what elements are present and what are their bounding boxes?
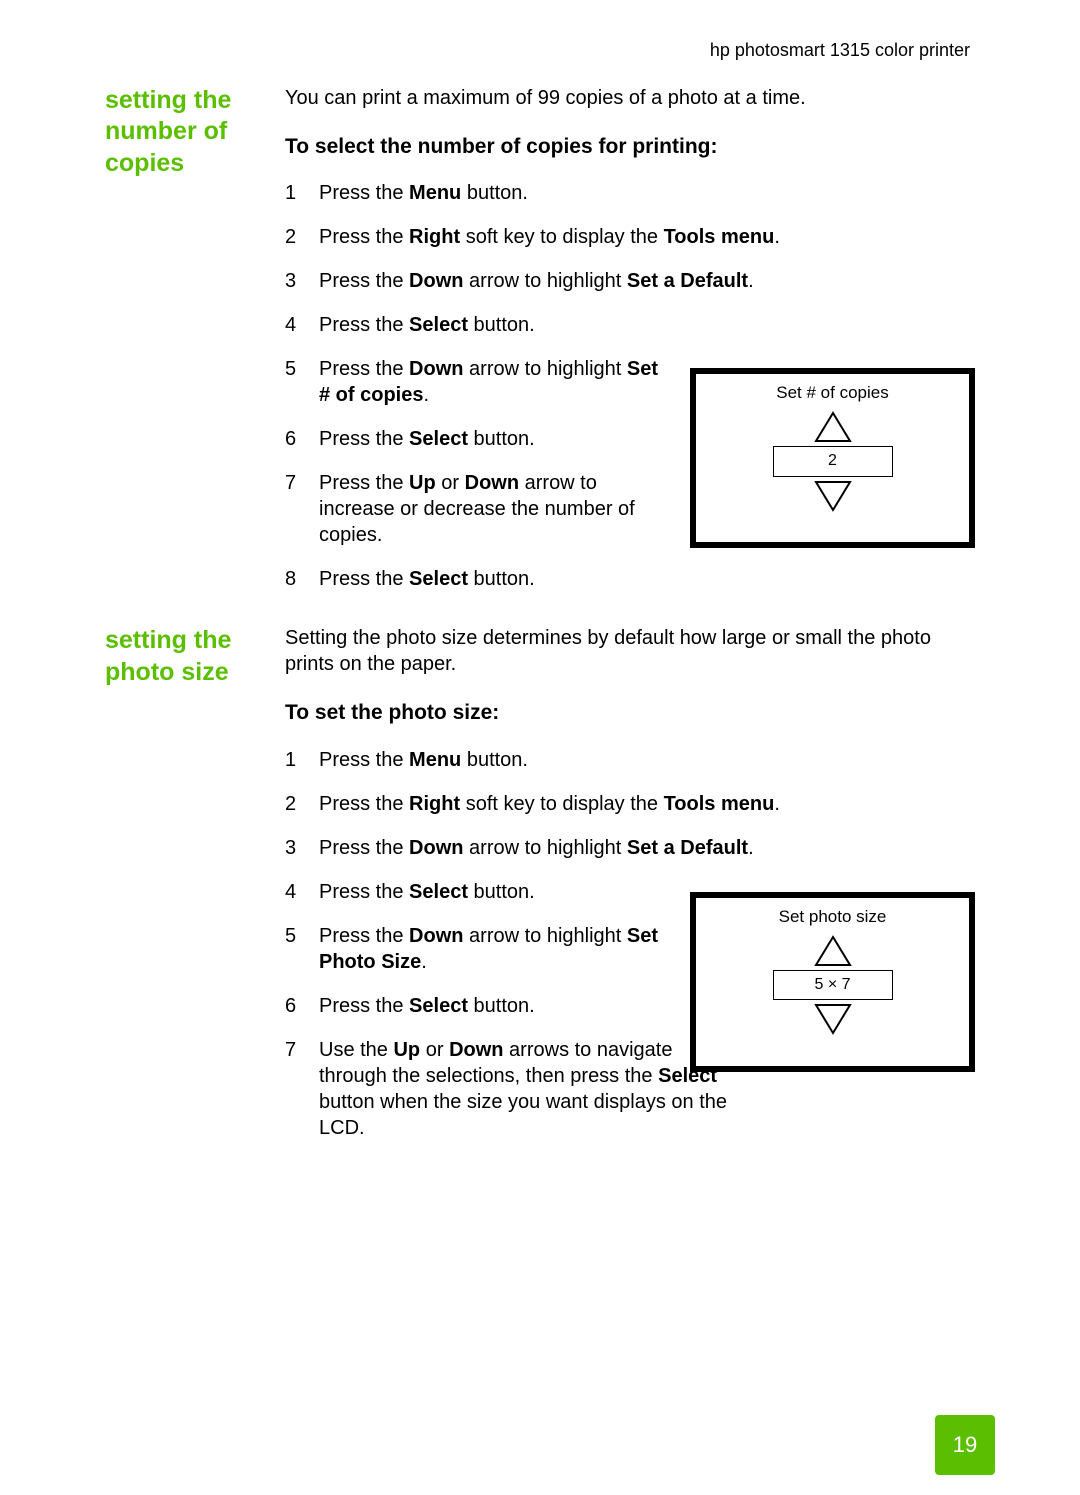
step-text: Press the Menu button. (319, 747, 975, 773)
step-number: 2 (285, 791, 319, 817)
lcd-title: Set # of copies (696, 382, 969, 404)
lcd-screen-size: Set photo size 5 × 7 (690, 892, 975, 1072)
subhead: To set the photo size: (285, 699, 975, 726)
steps-list: 1 Press the Menu button. 2 Press the Rig… (285, 747, 975, 1141)
step-text: Press the Menu button. (319, 180, 975, 206)
section-body: You can print a maximum of 99 copies of … (285, 85, 975, 610)
title-line: setting the (105, 86, 231, 114)
step-number: 4 (285, 879, 319, 905)
header-product-name: hp photosmart 1315 color printer (710, 40, 970, 61)
step-number: 7 (285, 1037, 319, 1141)
step-number: 1 (285, 180, 319, 206)
step-number: 1 (285, 747, 319, 773)
step-text: Press the Select button. (319, 566, 975, 592)
step-number: 3 (285, 835, 319, 861)
lcd-value: 5 × 7 (773, 970, 893, 1001)
step-item: 2 Press the Right soft key to display th… (285, 791, 975, 817)
page-content: setting the number of copies You can pri… (105, 85, 975, 1174)
triangle-up-icon (813, 410, 853, 444)
triangle-up-icon (813, 934, 853, 968)
page-number-badge: 19 (935, 1415, 995, 1475)
section-title-copies: setting the number of copies (105, 85, 285, 610)
section-photo-size: setting the photo size Setting the photo… (105, 625, 975, 1158)
step-text: Press the Select button. (319, 426, 669, 452)
step-number: 2 (285, 224, 319, 250)
step-number: 6 (285, 426, 319, 452)
step-text: Press the Right soft key to display the … (319, 791, 975, 817)
step-item: 3 Press the Down arrow to highlight Set … (285, 835, 975, 861)
steps-list: 1 Press the Menu button. 2 Press the Rig… (285, 180, 975, 592)
step-item: 3 Press the Down arrow to highlight Set … (285, 268, 975, 294)
title-line: photo size (105, 658, 229, 686)
step-number: 7 (285, 470, 319, 548)
triangle-down-icon (813, 479, 853, 513)
title-line: setting the (105, 626, 231, 654)
step-item: 2 Press the Right soft key to display th… (285, 224, 975, 250)
step-number: 5 (285, 356, 319, 408)
step-text: Press the Down arrow to highlight Set a … (319, 835, 975, 861)
step-text: Press the Select button. (319, 879, 669, 905)
step-item: 1 Press the Menu button. (285, 747, 975, 773)
step-text: Press the Right soft key to display the … (319, 224, 975, 250)
lcd-value: 2 (773, 446, 893, 477)
title-line: copies (105, 149, 184, 177)
step-text: Use the Up or Down arrows to navigate th… (319, 1037, 739, 1141)
step-item: 4 Press the Select button. (285, 312, 975, 338)
section-title-photo-size: setting the photo size (105, 625, 285, 1158)
step-text: Press the Down arrow to highlight Set a … (319, 268, 975, 294)
step-number: 4 (285, 312, 319, 338)
step-number: 5 (285, 923, 319, 975)
step-text: Press the Select button. (319, 993, 669, 1019)
step-text: Press the Down arrow to highlight Set # … (319, 356, 669, 408)
section-body: Setting the photo size determines by def… (285, 625, 975, 1158)
intro-text: You can print a maximum of 99 copies of … (285, 85, 975, 111)
section-copies: setting the number of copies You can pri… (105, 85, 975, 610)
step-text: Press the Up or Down arrow to increase o… (319, 470, 669, 548)
triangle-down-icon (813, 1002, 853, 1036)
title-line: number of (105, 117, 227, 145)
step-text: Press the Down arrow to highlight Set Ph… (319, 923, 669, 975)
lcd-title: Set photo size (696, 906, 969, 928)
lcd-screen-copies: Set # of copies 2 (690, 368, 975, 548)
step-number: 6 (285, 993, 319, 1019)
step-item: 1 Press the Menu button. (285, 180, 975, 206)
step-number: 8 (285, 566, 319, 592)
intro-text: Setting the photo size determines by def… (285, 625, 975, 677)
subhead: To select the number of copies for print… (285, 133, 975, 160)
step-item: 8 Press the Select button. (285, 566, 975, 592)
step-number: 3 (285, 268, 319, 294)
step-text: Press the Select button. (319, 312, 975, 338)
